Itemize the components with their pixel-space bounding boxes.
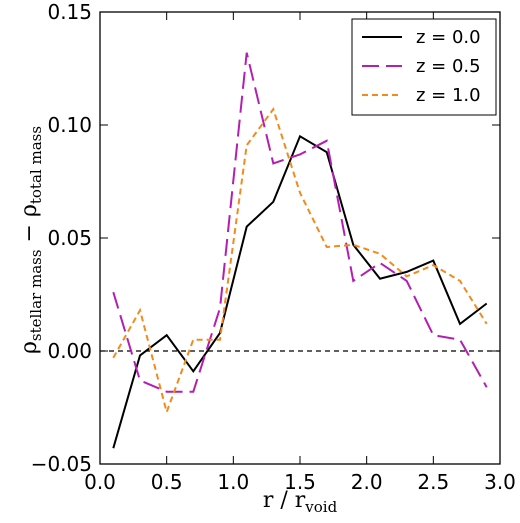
legend: z = 0.0 z = 0.5 z = 1.0	[351, 18, 497, 116]
y-tick-label: 0.05	[47, 226, 92, 250]
y-axis-label-sub2: total mass	[27, 126, 45, 204]
x-axis-label-main: r / r	[263, 488, 306, 513]
y-tick-label: 0.10	[47, 113, 92, 137]
legend-label: z = 1.0	[416, 85, 481, 106]
x-tick-label: 1.5	[284, 470, 316, 494]
y-axis-label-rho1: ρ	[17, 341, 42, 354]
x-tick-label: 2.0	[351, 470, 383, 494]
series-layer	[112, 52, 488, 449]
legend-label: z = 0.0	[416, 27, 481, 48]
x-tick-label: 1.0	[217, 470, 249, 494]
series-line	[112, 107, 488, 416]
x-tick-label: 0.0	[84, 470, 116, 494]
y-axis-label-sub1: stellar mass	[27, 249, 45, 341]
x-tick-label: 2.5	[417, 470, 449, 494]
y-tick-label: −0.05	[31, 452, 92, 476]
x-tick-label: 3.0	[484, 470, 516, 494]
x-tick-label: 0.5	[151, 470, 183, 494]
y-tick-label: 0.00	[47, 339, 92, 363]
series-line	[112, 134, 488, 449]
series-line	[112, 52, 488, 393]
x-axis-label-sub: void	[304, 498, 337, 516]
y-tick-label: 0.15	[47, 0, 92, 24]
x-axis-label: r / rvoid	[263, 488, 338, 516]
y-axis-label-mid: − ρ	[17, 204, 42, 249]
ticks-layer: 0.0 0.5 1.0 1.5 2.0 2.5 3.0 −0.05 0.00 0.05 0.10 0.…	[31, 0, 516, 494]
y-axis-label: ρstellar mass − ρtotal mass	[17, 126, 45, 354]
legend-label: z = 0.5	[416, 56, 481, 77]
